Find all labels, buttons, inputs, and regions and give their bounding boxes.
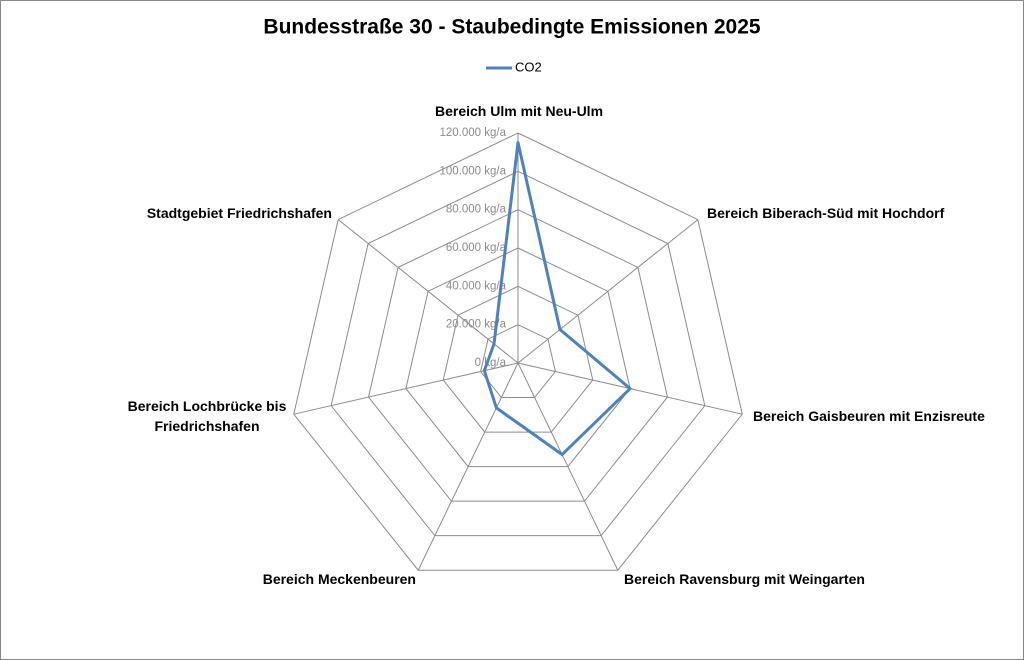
grid-line xyxy=(480,324,556,399)
category-label: Bereich Biberach-Süd mit Hochdorf xyxy=(707,205,945,221)
spoke xyxy=(337,219,519,364)
spoke xyxy=(517,219,699,364)
grid-line xyxy=(330,170,706,537)
spoke xyxy=(293,362,519,415)
y-tick-label: 60.000 kg/a xyxy=(446,242,507,254)
category-label: Bereich Lochbrücke bis Friedrichshafen xyxy=(127,398,287,434)
y-tick-label: 20.000 kg/a xyxy=(446,319,507,331)
y-tick-label: 80.000 kg/a xyxy=(446,204,507,216)
category-label: Bereich Gaisbeuren mit Enzisreute xyxy=(753,408,985,424)
category-label: Stadtgebiet Friedrichshafen xyxy=(146,205,332,221)
spoke xyxy=(417,362,519,571)
spoke xyxy=(517,362,619,571)
y-tick-label: 40.000 kg/a xyxy=(446,280,507,292)
category-label: Bereich Ravensburg mit Weingarten xyxy=(624,571,865,587)
y-tick-label: 0 kg/a xyxy=(475,357,507,369)
grid-line xyxy=(367,209,669,502)
y-tick-label: 100.000 kg/a xyxy=(439,165,506,177)
legend-label: CO2 xyxy=(515,59,542,74)
series-line xyxy=(482,141,632,457)
category-label: Bereich Meckenbeuren xyxy=(262,571,416,587)
category-label: Bereich Ulm mit Neu-Ulm xyxy=(434,103,604,119)
grid-line xyxy=(442,285,594,433)
y-tick-label: 120.000 kg/a xyxy=(439,127,506,139)
chart-title: Bundesstraße 30 - Staubedingte Emissione… xyxy=(263,16,760,39)
grid-line xyxy=(405,247,631,468)
grid-line xyxy=(293,132,743,571)
